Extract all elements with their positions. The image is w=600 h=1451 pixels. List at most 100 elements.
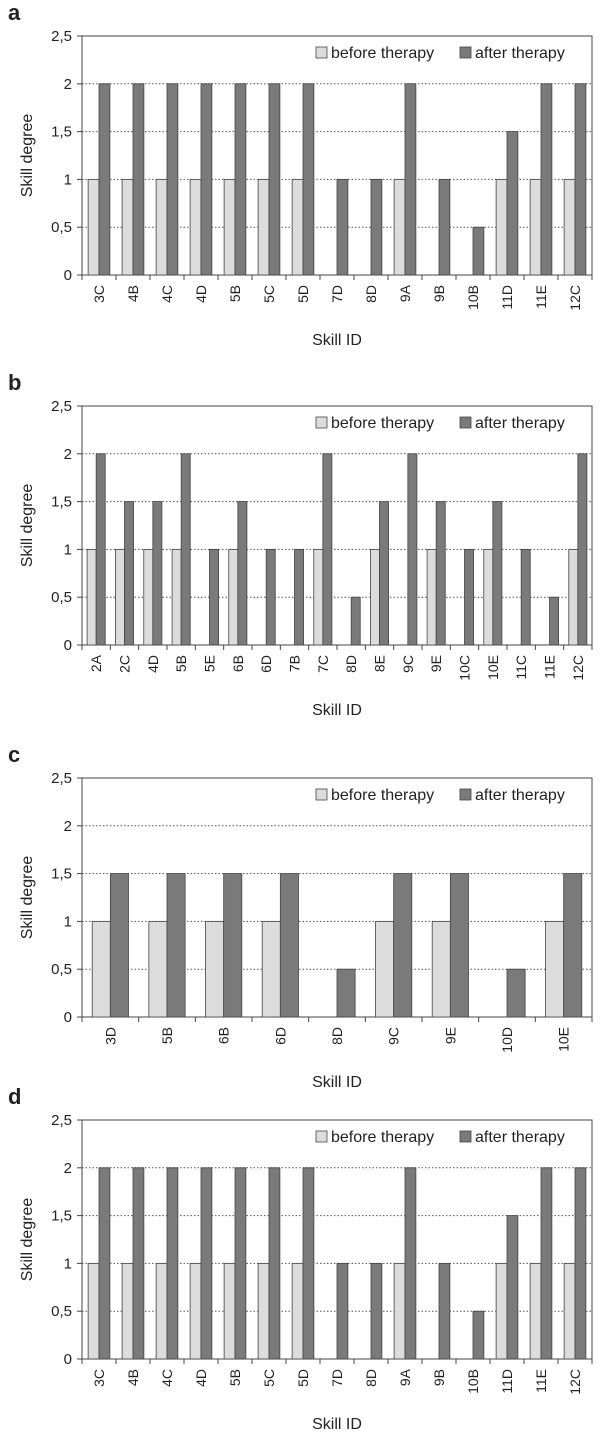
x-tick-label: 3D bbox=[102, 1027, 118, 1045]
bar-after-therapy bbox=[265, 548, 276, 646]
bar-before-therapy bbox=[529, 1262, 542, 1360]
y-tick-label: 0 bbox=[64, 1009, 72, 1026]
bar-before-therapy bbox=[291, 178, 304, 276]
x-tick-label: 4D bbox=[145, 655, 161, 673]
x-tick-label: 11E bbox=[533, 1369, 549, 1393]
legend-swatch-before-therapy bbox=[315, 1130, 328, 1143]
x-tick-label: 6B bbox=[216, 1027, 232, 1044]
x-tick-label: 10D bbox=[499, 1027, 515, 1053]
bar-after-therapy bbox=[180, 453, 191, 646]
panel-label: b bbox=[8, 370, 22, 395]
legend-label-before-therapy: before therapy bbox=[331, 45, 434, 62]
x-tick-label: 5B bbox=[227, 285, 243, 302]
x-tick-label: 4D bbox=[193, 1369, 209, 1387]
bar-after-therapy bbox=[302, 83, 315, 276]
y-tick-label: 2 bbox=[64, 818, 72, 835]
x-axis-title: Skill ID bbox=[312, 332, 362, 349]
x-tick-label: 9C bbox=[400, 655, 416, 673]
bar-before-therapy bbox=[563, 178, 576, 276]
bar-after-therapy bbox=[166, 83, 179, 276]
x-tick-label: 9E bbox=[442, 1027, 458, 1044]
legend-label-after-therapy: after therapy bbox=[475, 415, 565, 432]
x-tick-label: 11E bbox=[533, 285, 549, 309]
bar-before-therapy bbox=[143, 548, 154, 646]
x-tick-label: 8D bbox=[343, 655, 359, 673]
bar-after-therapy bbox=[132, 83, 145, 276]
y-tick-label: 2 bbox=[64, 446, 72, 463]
bar-before-therapy bbox=[189, 1262, 202, 1360]
x-tick-label: 6B bbox=[230, 655, 246, 672]
x-tick-label: 3C bbox=[91, 285, 107, 303]
y-tick-label: 0,5 bbox=[51, 1303, 72, 1320]
x-tick-label: 12C bbox=[567, 285, 583, 311]
x-tick-label: 9C bbox=[386, 1027, 402, 1045]
bar-before-therapy bbox=[393, 178, 406, 276]
bar-before-therapy bbox=[87, 1262, 100, 1360]
bar-after-therapy bbox=[109, 873, 129, 1018]
bar-after-therapy bbox=[209, 548, 219, 646]
bar-before-therapy bbox=[495, 178, 508, 276]
y-tick-label: 2,5 bbox=[51, 1112, 72, 1129]
bar-before-therapy bbox=[171, 548, 182, 646]
y-tick-label: 2,5 bbox=[51, 770, 72, 787]
bar-after-therapy bbox=[200, 83, 213, 276]
bar-before-therapy bbox=[205, 920, 225, 1018]
bar-before-therapy bbox=[257, 1262, 270, 1360]
bar-before-therapy bbox=[87, 178, 100, 276]
y-tick-label: 1 bbox=[64, 541, 72, 558]
bar-after-therapy bbox=[506, 131, 519, 276]
bar-after-therapy bbox=[370, 1262, 383, 1360]
bar-before-therapy bbox=[121, 178, 134, 276]
legend-swatch-before-therapy bbox=[315, 416, 328, 429]
bar-after-therapy bbox=[98, 1167, 111, 1360]
bar-after-therapy bbox=[234, 83, 247, 276]
legend-label-before-therapy: before therapy bbox=[331, 415, 434, 432]
bar-chart-b: 0 0,5 1 1,5 2 2,5 2A 2C 4D 5B 5E 6B 6D 7B 7C 8D 8E 9C 9E 10… bbox=[19, 398, 593, 719]
legend-label-after-therapy: after therapy bbox=[475, 1129, 565, 1146]
bar-after-therapy bbox=[520, 548, 531, 646]
bar-before-therapy bbox=[155, 1262, 168, 1360]
bar-before-therapy bbox=[115, 548, 125, 646]
x-tick-label: 5D bbox=[295, 285, 311, 303]
y-tick-label: 0,5 bbox=[51, 961, 72, 978]
x-tick-label: 6D bbox=[272, 1027, 288, 1045]
x-tick-label: 12C bbox=[570, 655, 586, 681]
bar-after-therapy bbox=[268, 1167, 281, 1360]
bar-after-therapy bbox=[166, 873, 186, 1018]
plot-area bbox=[81, 405, 593, 646]
bar-after-therapy bbox=[336, 1262, 349, 1360]
x-tick-label: 10B bbox=[465, 1369, 481, 1394]
panel-label: d bbox=[8, 1084, 22, 1109]
x-tick-label: 5B bbox=[173, 655, 189, 672]
x-tick-label: 9B bbox=[431, 1369, 447, 1386]
x-tick-label: 11E bbox=[542, 655, 558, 679]
x-tick-label: 10E bbox=[485, 655, 501, 680]
y-axis-title: Skill degree bbox=[19, 856, 36, 940]
legend-swatch-after-therapy bbox=[459, 1130, 472, 1143]
y-tick-label: 2,5 bbox=[51, 28, 72, 45]
bar-after-therapy bbox=[322, 453, 333, 646]
x-tick-label: 5C bbox=[261, 285, 277, 303]
bar-chart-d: 0 0,5 1 1,5 2 2,5 3C 4B 4C 4D 5B 5C 5D 7D 8D 9A 9B 10B 11D… bbox=[19, 1112, 593, 1433]
x-tick-label: 2A bbox=[88, 654, 104, 672]
x-tick-label: 9A bbox=[397, 284, 413, 302]
x-tick-label: 10C bbox=[457, 655, 473, 681]
chart-panel-a: a 0 0,5 1 1,5 2 2,5 3C 4B 4C 4D 5B 5C 5D 7D 8D 9A 9B 10B 1… bbox=[0, 0, 600, 362]
bar-after-therapy bbox=[540, 1167, 553, 1360]
bar-after-therapy bbox=[237, 501, 248, 646]
x-tick-label: 11D bbox=[499, 1369, 515, 1394]
bar-after-therapy bbox=[336, 968, 356, 1018]
x-axis-title: Skill ID bbox=[312, 1416, 362, 1433]
bar-after-therapy bbox=[404, 1167, 417, 1360]
bar-before-therapy bbox=[495, 1262, 508, 1360]
bar-after-therapy bbox=[152, 501, 163, 646]
legend-swatch-after-therapy bbox=[459, 788, 472, 801]
bar-after-therapy bbox=[200, 1167, 213, 1360]
bar-before-therapy bbox=[313, 548, 324, 646]
bar-after-therapy bbox=[506, 968, 526, 1018]
bar-chart-a: 0 0,5 1 1,5 2 2,5 3C 4B 4C 4D 5B 5C 5D 7D 8D 9A 9B 10B 11D… bbox=[19, 28, 593, 349]
legend-label-after-therapy: after therapy bbox=[475, 787, 565, 804]
x-tick-label: 9A bbox=[397, 1368, 413, 1386]
y-tick-label: 2,5 bbox=[51, 398, 72, 415]
x-tick-label: 5B bbox=[227, 1369, 243, 1386]
